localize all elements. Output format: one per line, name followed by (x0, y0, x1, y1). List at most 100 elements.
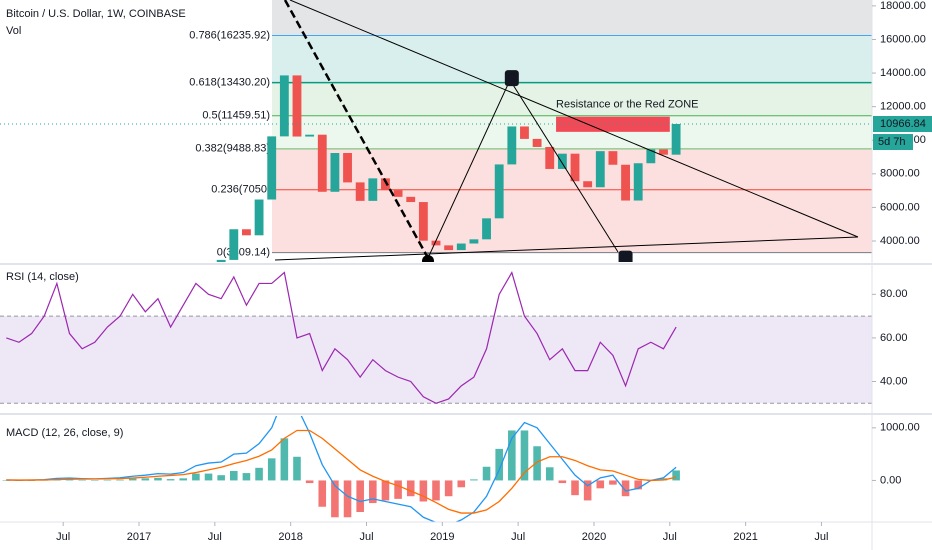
histogram-bar (267, 458, 276, 481)
histogram-bar (179, 478, 188, 481)
macd-line (6, 429, 677, 514)
candle (444, 245, 454, 251)
histogram-bar (293, 456, 301, 481)
histogram-bar (621, 480, 630, 497)
histogram-bar (583, 480, 592, 501)
fib-band (272, 0, 872, 36)
histogram-bar (533, 446, 541, 481)
x-tick-label: 2018 (278, 531, 302, 543)
histogram-bar (356, 480, 364, 513)
y-tick-label: 40.00 (880, 375, 908, 387)
candle (267, 136, 277, 200)
candle (368, 178, 378, 201)
histogram-bar (634, 480, 642, 490)
histogram-bar (192, 473, 200, 481)
candle (456, 243, 466, 251)
histogram-bar (369, 480, 377, 504)
candle (469, 239, 479, 244)
y-tick-label: 0.00 (880, 474, 901, 486)
histogram-bar (242, 473, 251, 481)
histogram-bar (545, 467, 554, 481)
candle (621, 164, 630, 201)
x-tick-label: 2019 (430, 531, 454, 543)
candle (482, 218, 491, 240)
histogram-bar (482, 466, 491, 481)
macd-line (6, 416, 677, 522)
candle (317, 134, 327, 192)
trend-line (274, 236, 859, 261)
rsi-band (0, 316, 872, 404)
candle (633, 163, 643, 201)
candle (557, 153, 567, 169)
histogram-bar (103, 479, 112, 481)
pattern-line (427, 79, 511, 259)
candle (507, 126, 517, 165)
candle (494, 164, 504, 219)
histogram-bar (154, 477, 162, 481)
y-tick-label: 6000.00 (880, 201, 920, 213)
y-tick-label: 14000.00 (880, 67, 926, 79)
fib-band (272, 82, 872, 116)
histogram-bar (609, 480, 617, 485)
countdown-tag (873, 133, 913, 150)
histogram-bar (230, 470, 238, 481)
trend-line (283, 0, 430, 259)
pattern-point (422, 255, 434, 262)
candle (330, 153, 340, 192)
candle (229, 229, 239, 260)
histogram-bar (217, 475, 225, 481)
candle (520, 126, 529, 139)
candle (343, 153, 352, 183)
fib-label: 0.382(9488.83) (195, 143, 270, 155)
point-label: D (622, 253, 630, 265)
histogram-bar (204, 473, 213, 481)
histogram-bar (520, 430, 529, 481)
candle (431, 240, 441, 246)
x-tick-label: Jul (359, 531, 373, 543)
y-tick-label: 12000.00 (880, 101, 926, 113)
candle (595, 151, 605, 188)
histogram-bar (116, 479, 124, 481)
fib-band (272, 35, 872, 83)
y-tick-label: 1000.00 (880, 422, 920, 434)
candle (545, 146, 555, 169)
x-tick-label: Jul (511, 531, 525, 543)
fib-label: 0.236(7050. (211, 184, 270, 196)
candle (406, 196, 416, 203)
candle (659, 149, 668, 155)
y-tick-label: 4000.00 (880, 235, 920, 247)
histogram-bar (508, 430, 516, 481)
rsi-title: RSI (14, close) (6, 271, 79, 283)
drawings: CD (274, 0, 859, 265)
candle (418, 202, 428, 241)
countdown-label: 5d 7h (878, 136, 906, 148)
candle (570, 153, 580, 182)
histogram-bar (343, 480, 352, 518)
histogram-bar (444, 480, 453, 497)
histogram-bar (255, 467, 263, 481)
y-tick-label: 8000.00 (880, 168, 920, 180)
x-tick-label: Jul (208, 531, 222, 543)
candle (671, 123, 681, 155)
candle (393, 190, 403, 197)
histogram-bar (672, 470, 680, 481)
histogram-bar (457, 480, 466, 488)
macd-pane (2, 416, 680, 522)
histogram-bar (305, 480, 314, 484)
histogram-bar (128, 478, 137, 481)
histogram-bar (406, 480, 415, 497)
histogram-bar (280, 438, 289, 481)
point-marker (618, 250, 633, 262)
candle (381, 178, 390, 191)
rsi-pane (0, 271, 872, 404)
candle (646, 149, 656, 164)
candle (305, 134, 315, 137)
volume-label: Vol (6, 25, 21, 37)
candle (216, 259, 226, 262)
x-tick-label: Jul (814, 531, 828, 543)
x-tick-label: Jul (56, 531, 70, 543)
annotation: Resistance or the Red ZONE (556, 99, 698, 111)
